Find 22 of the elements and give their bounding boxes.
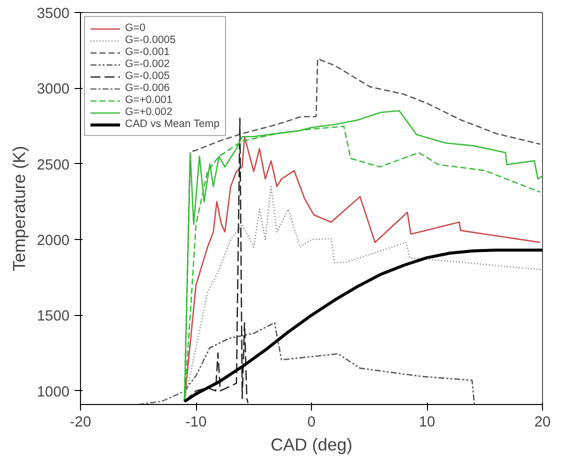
legend-label: G=-0.0005 bbox=[125, 34, 176, 46]
legend-label: G=+0.002 bbox=[125, 106, 172, 118]
x-tick-label: 20 bbox=[534, 414, 551, 430]
y-tick-label: 2000 bbox=[36, 233, 70, 250]
y-tick-label: 1000 bbox=[36, 384, 70, 400]
x-tick-label: -10 bbox=[185, 414, 207, 430]
y-tick-label: 3500 bbox=[36, 6, 70, 22]
legend-label: G=+0.001 bbox=[125, 94, 172, 106]
legend-label: G=-0.001 bbox=[125, 46, 170, 58]
legend-label: G=0 bbox=[125, 22, 146, 34]
y-tick-label: 3000 bbox=[36, 82, 70, 98]
x-axis-title: CAD (deg) bbox=[270, 434, 352, 454]
y-tick-label: 1500 bbox=[36, 308, 70, 325]
x-tick-label: 10 bbox=[418, 414, 436, 430]
legend-label: G=-0.006 bbox=[125, 82, 170, 94]
x-tick-label: 0 bbox=[307, 414, 316, 430]
legend-label: G=-0.005 bbox=[125, 70, 170, 82]
legend-label: G=-0.002 bbox=[125, 58, 170, 70]
x-tick-label: -20 bbox=[70, 414, 92, 430]
y-axis-title: Temperature (K) bbox=[8, 146, 29, 272]
y-tick-label: 2500 bbox=[36, 157, 70, 174]
legend-label: CAD vs Mean Temp bbox=[125, 118, 220, 130]
